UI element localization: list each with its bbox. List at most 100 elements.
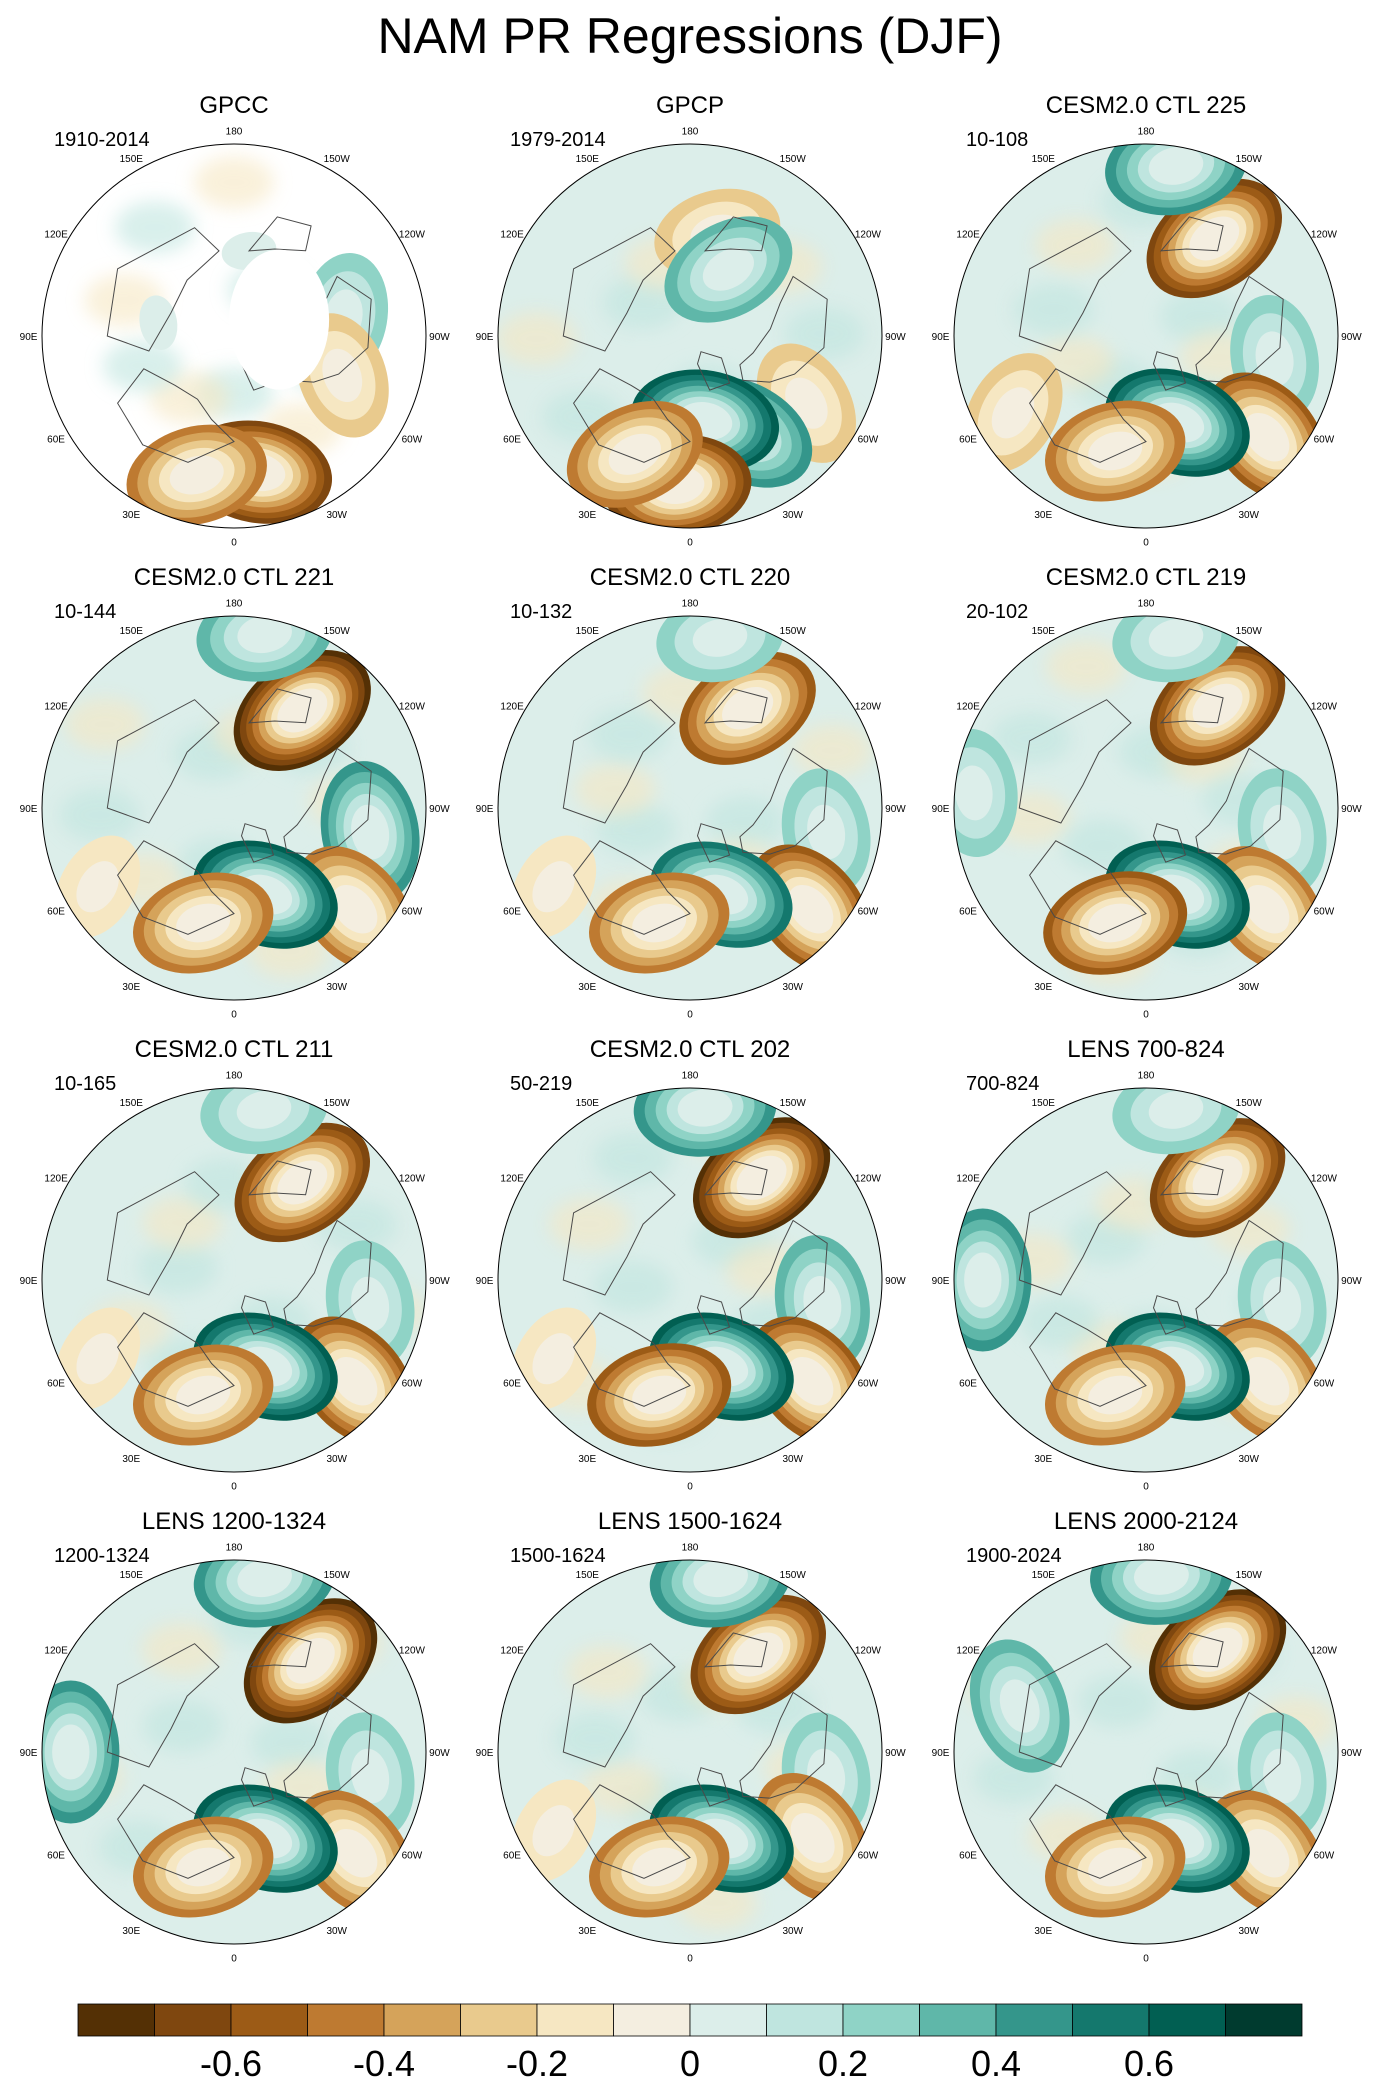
longitude-label: 60W: [858, 907, 879, 918]
colorbar-swatch: [154, 2003, 232, 2037]
anomaly-contour: [991, 387, 1035, 439]
longitude-label: 60E: [47, 1379, 65, 1390]
longitude-label: 150W: [324, 1098, 351, 1109]
colorbar-swatch: [766, 2003, 844, 2037]
coastline: [116, 840, 235, 935]
longitude-label: 120W: [399, 229, 426, 240]
polar-map: 180 150E 120E 90E 60E 30E 0 30W 60W 90W 120W 150W: [932, 599, 1363, 1021]
longitude-label: 180: [682, 1543, 699, 1554]
anomaly-patch: [582, 1762, 663, 1815]
coastline: [240, 823, 275, 863]
longitude-label: 180: [226, 127, 243, 138]
panel-title: CESM2.0 CTL 220: [589, 564, 791, 591]
anomaly-contour: [632, 903, 687, 943]
coastline: [1018, 1643, 1132, 1768]
longitude-label: 30W: [782, 1454, 803, 1465]
coastline: [240, 1767, 275, 1807]
coastline: [1018, 699, 1132, 824]
longitude-label: 60W: [1314, 435, 1335, 446]
longitude-label: 0: [231, 1009, 237, 1020]
anomaly-patch: [194, 156, 274, 209]
longitude-label: 150E: [576, 1098, 600, 1109]
longitude-label: 150E: [576, 154, 600, 165]
anomaly-contour: [176, 903, 231, 943]
anomaly-patch: [59, 789, 140, 842]
anomaly-contour: [807, 804, 846, 860]
panel-period: 1500-1624: [510, 1545, 606, 1567]
colorbar: -0.6 -0.4 -0.2 0 0.2 0.4 0.6: [77, 2003, 1303, 2082]
map-panel: 180 150E 120E 90E 60E 30E 0 30W 60W 90W 120W 150W LE…: [926, 1036, 1366, 1496]
longitude-label: 30E: [1034, 1454, 1052, 1465]
anomaly-contour: [677, 1089, 733, 1127]
longitude-label: 90W: [1341, 1748, 1362, 1759]
longitude-label: 150E: [1032, 1570, 1056, 1581]
longitude-label: 120E: [44, 701, 68, 712]
coastline: [283, 1219, 372, 1327]
anomaly-contour: [999, 1679, 1040, 1733]
colorbar-swatch: [613, 2003, 691, 2037]
colorbar-tick-label: -0.2: [506, 2043, 568, 2082]
map-border: [953, 1559, 1339, 1945]
anomaly-contour: [139, 295, 178, 350]
longitude-label: 30W: [1238, 1454, 1259, 1465]
longitude-label: 90W: [885, 804, 906, 815]
coastline: [703, 688, 768, 724]
polar-map: 180 150E 120E 90E 60E 30E 0 30W 60W 90W 120W 150W: [20, 1071, 451, 1493]
anomaly-contour: [955, 765, 993, 821]
anomaly-contour: [176, 1375, 231, 1415]
longitude-label: 90E: [932, 804, 950, 815]
longitude-label: 150E: [1032, 154, 1056, 165]
anomaly-contour: [331, 884, 378, 934]
polar-map: 180 150E 120E 90E 60E 30E 0 30W 60W 90W 120W 150W: [476, 1071, 907, 1493]
anomaly-patch: [1045, 640, 1126, 693]
coastline: [1152, 1767, 1187, 1807]
anomaly-contour: [1088, 431, 1143, 471]
longitude-label: 180: [682, 127, 699, 138]
longitude-label: 60W: [1314, 1851, 1335, 1862]
longitude-label: 180: [682, 599, 699, 610]
colorbar-tick-label: -0.6: [200, 2043, 262, 2082]
longitude-label: 150E: [1032, 626, 1056, 637]
longitude-label: 150W: [1236, 1570, 1263, 1581]
longitude-label: 90W: [1341, 332, 1362, 343]
longitude-label: 60W: [1314, 907, 1335, 918]
longitude-label: 150W: [324, 154, 351, 165]
anomaly-contour: [532, 1333, 575, 1385]
longitude-label: 60W: [858, 1851, 879, 1862]
anomaly-contour: [169, 455, 224, 495]
anomaly-contour: [1243, 412, 1290, 462]
coastline: [116, 1784, 235, 1879]
longitude-label: 30E: [578, 982, 596, 993]
longitude-label: 0: [1143, 537, 1149, 548]
coastline: [1018, 1171, 1132, 1296]
anomaly-patch: [1035, 219, 1116, 272]
longitude-label: 120W: [855, 1173, 882, 1184]
longitude-label: 0: [1143, 1009, 1149, 1020]
longitude-label: 120E: [500, 1173, 524, 1184]
polar-map: 180 150E 120E 90E 60E 30E 0 30W 60W 90W 120W 150W: [20, 127, 451, 549]
longitude-label: 60W: [402, 907, 423, 918]
longitude-label: 90W: [429, 332, 450, 343]
anomaly-patch: [554, 1712, 635, 1765]
anomaly-contour: [286, 1638, 335, 1684]
anomaly-patch: [567, 1645, 648, 1698]
longitude-label: 150E: [120, 1570, 144, 1581]
map-border: [497, 1559, 883, 1945]
anomaly-patch: [137, 1242, 218, 1295]
anomaly-patch: [1160, 290, 1241, 343]
longitude-label: 150E: [576, 1570, 600, 1581]
longitude-label: 30E: [578, 1926, 596, 1937]
longitude-label: 30E: [1034, 510, 1052, 521]
polar-map: 180 150E 120E 90E 60E 30E 0 30W 60W 90W 120W 150W: [20, 599, 451, 1021]
longitude-label: 30E: [122, 982, 140, 993]
longitude-label: 60W: [402, 435, 423, 446]
anomaly-contour: [331, 1356, 378, 1406]
longitude-label: 150E: [120, 626, 144, 637]
longitude-label: 60E: [503, 1851, 521, 1862]
panel-title: GPCC: [199, 92, 269, 119]
longitude-label: 30E: [122, 510, 140, 521]
anomaly-contour: [351, 1276, 390, 1332]
longitude-label: 90W: [1341, 1276, 1362, 1287]
panel-period: 1910-2014: [54, 129, 150, 151]
anomaly-contour: [722, 686, 774, 730]
